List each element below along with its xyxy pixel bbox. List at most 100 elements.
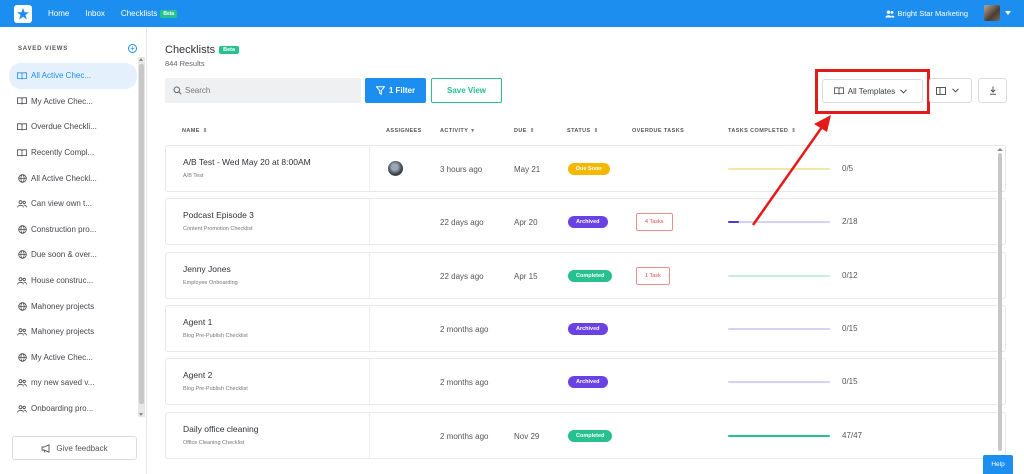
give-feedback-label: Give feedback (56, 443, 108, 453)
sidebar-item-label: My Active Chec... (31, 96, 93, 106)
filter-button[interactable]: 1 Filter (365, 78, 426, 103)
sidebar-item-saved-view[interactable]: Mahoney projects (9, 319, 137, 345)
chevron-down-icon (952, 88, 959, 93)
assignee-avatar[interactable] (388, 161, 403, 176)
checklist-name[interactable]: A/B Test - Wed May 20 at 8:00AM (183, 157, 311, 167)
book-icon (17, 71, 27, 81)
nav-checklists-label: Checklists (120, 9, 158, 18)
org-users-icon (885, 10, 895, 17)
overdue-tasks-badge[interactable]: 1 Task (636, 266, 670, 285)
table-row[interactable]: A/B Test - Wed May 20 at 8:00AM A/B Test 3… (165, 145, 1006, 192)
sidebar-item-saved-view[interactable]: Mahoney projects (9, 293, 137, 319)
table-row[interactable]: Podcast Episode 3 Content Promotion Check… (165, 198, 1006, 246)
checklist-name[interactable]: Agent 1 (183, 316, 213, 327)
sidebar-item-saved-view[interactable]: Recently Compl... (9, 140, 137, 166)
sort-icon: ⇕ (529, 128, 535, 134)
all-templates-dropdown[interactable]: All Templates (822, 79, 923, 103)
sidebar-item-saved-view[interactable]: my new saved v... (9, 370, 137, 396)
sidebar-item-saved-view[interactable]: My Active Chec... (9, 89, 137, 115)
row-divider (369, 199, 370, 245)
tasks-completed-count: 0/12 (842, 270, 858, 280)
table-row[interactable]: Daily office cleaning Office Cleaning Che… (165, 411, 1006, 459)
column-header-tasks-completed[interactable]: TASKS COMPLETED ⇕ (728, 128, 796, 134)
main-scrollbar[interactable] (997, 148, 1003, 460)
search-input[interactable]: Search (165, 78, 361, 103)
globe-icon (17, 352, 27, 362)
sidebar-item-saved-view[interactable]: Can view own t... (9, 191, 137, 217)
overdue-tasks-badge[interactable]: 4 Tasks (636, 213, 673, 232)
nav-checklists-link[interactable]: Checklists Beta (120, 9, 178, 18)
tasks-completed-count: 0/15 (842, 323, 858, 333)
save-view-button[interactable]: Save View (431, 78, 502, 103)
columns-icon (936, 86, 946, 95)
book-icon (17, 122, 27, 132)
sidebar-item-label: All Active Chec... (31, 71, 92, 81)
user-menu-chevron-icon[interactable] (1005, 11, 1011, 15)
logo-star-icon[interactable] (14, 4, 32, 23)
nav-inbox-link[interactable]: Inbox (85, 9, 105, 18)
checklist-name[interactable]: Agent 2 (183, 370, 213, 381)
scroll-up-arrow-icon[interactable] (997, 148, 1003, 151)
activity-time: 2 months ago (440, 324, 489, 334)
sidebar-item-label: All Active Checkl... (31, 173, 97, 183)
nav-home-link[interactable]: Home (48, 9, 70, 18)
status-badge: Due Soon (568, 163, 610, 175)
activity-time: 22 days ago (440, 218, 484, 228)
saved-views-header: SAVED VIEWS (18, 46, 69, 52)
sidebar-item-label: Recently Compl... (31, 148, 95, 158)
download-button[interactable] (978, 78, 1007, 103)
sidebar-item-saved-view[interactable]: All Active Checkl... (9, 165, 137, 191)
table-row[interactable]: Jenny Jones Employee Onboarding 22 days ag… (165, 251, 1006, 299)
sidebar-item-label: Due soon & over... (31, 250, 97, 260)
page-title-text: Checklists (165, 44, 216, 56)
sidebar-scroll-thumb[interactable] (139, 64, 144, 404)
globe-icon (17, 224, 27, 234)
sidebar-item-saved-view[interactable]: All Active Chec... (9, 63, 137, 89)
status-badge: Archived (568, 322, 608, 335)
column-header-name[interactable]: NAME ⇕ (182, 128, 208, 134)
column-header-activity[interactable]: ACTIVITY ▾ (440, 128, 474, 134)
add-view-icon[interactable]: + (128, 44, 137, 53)
sidebar-scrollbar[interactable] (138, 57, 145, 417)
row-divider (369, 146, 370, 191)
column-header-status[interactable]: STATUS ⇕ (567, 128, 599, 134)
scroll-up-arrow-icon[interactable] (139, 58, 143, 61)
help-button[interactable]: Help (983, 455, 1013, 474)
due-date: May 21 (514, 165, 541, 174)
user-avatar[interactable] (984, 5, 1000, 21)
sort-desc-icon: ▾ (471, 128, 475, 134)
sidebar-item-saved-view[interactable]: Due soon & over... (9, 242, 137, 268)
template-name: Employee Onboarding (183, 279, 238, 286)
template-name: Content Promotion Checklist (183, 226, 253, 233)
due-date: Nov 29 (514, 431, 540, 441)
sidebar-item-label: Onboarding pro... (31, 404, 94, 414)
scroll-down-arrow-icon[interactable] (139, 413, 143, 416)
due-date: Apr 15 (514, 271, 538, 281)
sidebar-item-saved-view[interactable]: Onboarding pro... (9, 396, 137, 422)
column-header-due[interactable]: DUE ⇕ (514, 128, 535, 134)
checklist-name[interactable]: Daily office cleaning (183, 423, 259, 434)
column-header-label: NAME (182, 128, 200, 134)
table-row[interactable]: Agent 1 Blog Pre-Publish Checklist 2 month… (165, 304, 1006, 352)
checklist-name[interactable]: Podcast Episode 3 (183, 210, 254, 221)
main-scroll-thumb[interactable] (998, 153, 1002, 451)
give-feedback-button[interactable]: Give feedback (12, 436, 137, 460)
sidebar-item-saved-view[interactable]: My Active Chec... (9, 345, 137, 371)
org-switcher[interactable]: Bright Star Marketing (885, 0, 968, 27)
results-count: 844 Results (165, 59, 205, 68)
row-divider (369, 359, 370, 405)
checklist-name[interactable]: Jenny Jones (183, 263, 231, 274)
sidebar-item-saved-view[interactable]: Construction pro... (9, 217, 137, 243)
sort-icon: ⇕ (202, 128, 208, 134)
table-row[interactable]: Agent 2 Blog Pre-Publish Checklist 2 month… (165, 358, 1006, 406)
tasks-progress-bar (728, 221, 830, 224)
tasks-completed-count: 0/15 (842, 377, 858, 387)
book-icon (833, 87, 844, 95)
sort-icon: ⇕ (593, 128, 599, 134)
sidebar-item-saved-view[interactable]: Overdue Checkli... (9, 114, 137, 140)
columns-dropdown[interactable] (929, 78, 972, 103)
sidebar-item-saved-view[interactable]: House construc... (9, 268, 137, 294)
column-header-assignees: ASSIGNEES (386, 128, 422, 134)
status-badge: Completed (568, 429, 613, 442)
template-name: Office Cleaning Checklist (183, 439, 245, 446)
